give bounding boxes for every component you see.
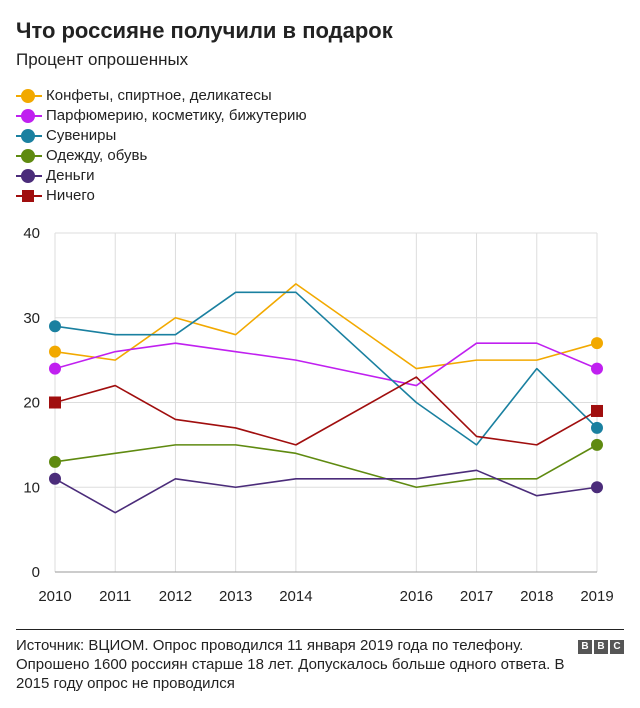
bbc-logo-letter-2: B	[594, 640, 608, 654]
legend-item-money: Деньги	[16, 166, 307, 186]
series-line-4	[54, 469, 598, 514]
legend-swatch-souvenirs	[16, 129, 42, 143]
series-line-2	[54, 291, 598, 446]
series-line-3	[54, 444, 598, 489]
legend-item-souvenirs: Сувениры	[16, 126, 307, 146]
legend: Конфеты, спиртное, деликатесы Парфюмерию…	[16, 86, 307, 206]
y-tick-label-20: 20	[23, 395, 40, 412]
x-tick-label-2010: 2010	[38, 588, 71, 605]
x-tick-label-2013: 2013	[219, 588, 252, 605]
x-tick-label-2019: 2019	[580, 588, 613, 605]
y-tick-label-0: 0	[32, 564, 40, 581]
legend-label-clothes: Одежду, обувь	[46, 147, 148, 164]
legend-label-perfume: Парфюмерию, косметику, бижутерию	[46, 107, 307, 124]
legend-swatch-money	[16, 169, 42, 183]
legend-item-perfume: Парфюмерию, косметику, бижутерию	[16, 106, 307, 126]
series-marker-3-2019	[591, 438, 603, 451]
series-marker-5-2010	[49, 396, 61, 409]
y-tick-label-10: 10	[23, 479, 40, 496]
series-marker-2-2010	[49, 320, 61, 333]
legend-item-nothing: Ничего	[16, 186, 307, 206]
legend-swatch-perfume	[16, 109, 42, 123]
series-marker-1-2019	[591, 362, 603, 375]
y-tick-label-40: 40	[23, 225, 40, 242]
chart-title: Что россияне получили в подарок	[16, 18, 393, 43]
legend-item-clothes: Одежду, обувь	[16, 146, 307, 166]
bbc-logo-letter-3: C	[610, 640, 624, 654]
series-line-5	[54, 376, 598, 446]
x-tick-label-2012: 2012	[159, 588, 192, 605]
chart-subtitle: Процент опрошенных	[16, 50, 189, 69]
series-marker-5-2019	[591, 404, 603, 417]
series-marker-1-2010	[49, 362, 61, 375]
legend-label-money: Деньги	[46, 167, 95, 184]
series-marker-4-2010	[49, 472, 61, 485]
series-marker-0-2010	[49, 345, 61, 358]
bbc-logo: B B C	[578, 640, 624, 654]
x-tick-label-2014: 2014	[279, 588, 312, 605]
legend-item-sweets: Конфеты, спиртное, деликатесы	[16, 86, 307, 106]
legend-swatch-sweets	[16, 89, 42, 103]
source-note: Источник: ВЦИОМ. Опрос проводился 11 янв…	[16, 637, 565, 692]
x-tick-label-2017: 2017	[460, 588, 493, 605]
bbc-logo-letter-1: B	[578, 640, 592, 654]
legend-swatch-nothing	[16, 189, 42, 203]
line-chart: 0 10 20 30 40 2010 2011 2012 2013 2014 2016 2017 201…	[23, 225, 613, 605]
legend-label-sweets: Конфеты, спиртное, деликатесы	[46, 87, 272, 104]
legend-label-nothing: Ничего	[46, 187, 95, 204]
y-tick-label-30: 30	[23, 310, 40, 327]
series-marker-2-2019	[591, 421, 603, 434]
series-line-0	[54, 283, 598, 370]
legend-label-souvenirs: Сувениры	[46, 127, 117, 144]
x-tick-label-2018: 2018	[520, 588, 553, 605]
series-marker-4-2019	[591, 481, 603, 494]
footer-divider	[16, 629, 624, 630]
series-line-1	[54, 342, 598, 387]
x-tick-label-2011: 2011	[99, 588, 131, 605]
x-tick-label-2016: 2016	[400, 588, 433, 605]
legend-swatch-clothes	[16, 149, 42, 163]
series-marker-3-2010	[49, 455, 61, 468]
series-marker-0-2019	[591, 337, 603, 350]
